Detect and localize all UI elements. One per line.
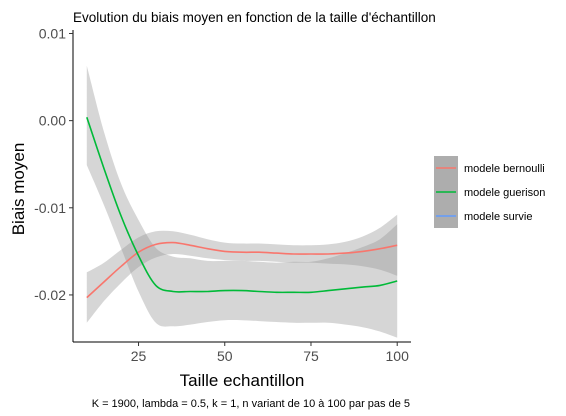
legend-label: modele guerison	[464, 187, 545, 199]
plot-area	[86, 65, 398, 338]
y-tick-label: 0.00	[39, 113, 66, 129]
y-axis-ticks: 0.01 0.00 -0.01 -0.02	[34, 25, 73, 303]
chart-caption: K = 1900, lambda = 0.5, k = 1, n variant…	[92, 398, 410, 410]
y-axis-title: Biais moyen	[9, 143, 28, 236]
x-tick-label: 100	[386, 348, 410, 364]
confidence-ribbons	[86, 65, 398, 338]
chart-title: Evolution du biais moyen en fonction de …	[73, 10, 436, 25]
confidence-band-1	[86, 65, 398, 338]
y-tick-label: -0.02	[34, 287, 66, 303]
legend-label: modele bernoulli	[464, 163, 545, 175]
x-axis-title: Taille echantillon	[180, 371, 305, 390]
legend-item: modele survie	[434, 204, 532, 228]
legend-item: modele guerison	[434, 180, 545, 204]
y-tick-label: 0.01	[39, 25, 66, 41]
legend-label: modele survie	[464, 211, 532, 223]
x-axis-ticks: 25 50 75 100	[131, 342, 409, 364]
series-line-1	[86, 116, 398, 294]
series-lines	[86, 116, 398, 299]
legend: modele bernoulli modele guerison modele su…	[434, 156, 545, 228]
y-tick-label: -0.01	[34, 200, 66, 216]
x-tick-label: 50	[217, 348, 233, 364]
legend-item: modele bernoulli	[434, 156, 545, 180]
x-tick-label: 25	[131, 348, 147, 364]
x-tick-label: 75	[303, 348, 319, 364]
series-line-0	[86, 241, 398, 299]
confidence-band-0	[86, 214, 398, 323]
